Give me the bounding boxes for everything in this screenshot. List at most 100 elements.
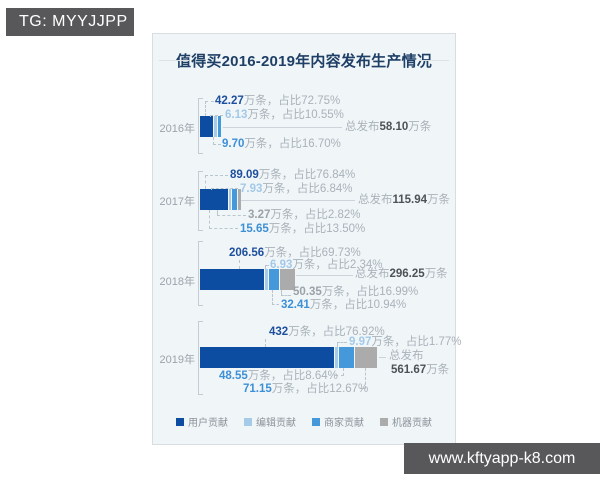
value-label-editor-2017: 7.93万条，占比6.84% <box>240 183 353 196</box>
bar-2016 <box>200 116 221 137</box>
value-suffix: 万条，占比12.67% <box>271 383 369 395</box>
bar-segment-编辑贡献 <box>214 116 217 137</box>
value: 89.09 <box>230 169 259 181</box>
connector <box>210 115 223 117</box>
legend-label: 用户贡献 <box>188 418 228 429</box>
legend-swatch-user <box>176 417 184 426</box>
value-label-editor-2019: 9.97万条，占比1.77% <box>349 336 462 349</box>
bar-segment-编辑贡献 <box>265 269 268 290</box>
connector <box>265 265 269 269</box>
total-value: 296.25 <box>389 268 425 280</box>
year-label-2016: 2016年 <box>159 123 195 135</box>
bar-segment-用户贡献 <box>200 269 265 290</box>
value-suffix: 万条，占比8.64% <box>247 370 338 382</box>
bar-segment-机器贡献 <box>355 347 378 368</box>
total-label-2018: 总发布296.25万条 <box>355 268 448 281</box>
legend-swatch-merchant <box>312 417 320 426</box>
year-label-2017: 2017年 <box>159 196 195 208</box>
value: 3.27 <box>248 209 271 221</box>
total-unit: 万条 <box>408 121 432 133</box>
connector <box>337 342 347 347</box>
value: 32.41 <box>281 299 310 311</box>
legend-item-machine: 机器贡献 <box>380 414 432 429</box>
title-divider-left <box>159 60 189 61</box>
legend-item-editor: 编辑贡献 <box>244 414 296 429</box>
value: 15.65 <box>240 223 269 235</box>
chart-title-row: 值得买2016-2019年内容发布生产情况 <box>153 50 455 71</box>
bar-segment-用户贡献 <box>200 347 334 368</box>
total-label-2017: 总发布115.94万条 <box>358 194 450 207</box>
total-unit: 万条 <box>424 268 448 280</box>
total-line-2017 <box>241 200 355 201</box>
total-label-2019-prefix: 总发布 <box>389 350 424 363</box>
value-suffix: 万条，占比10.94% <box>309 299 407 311</box>
value-suffix: 万条，占比10.55% <box>247 109 344 121</box>
legend-item-merchant: 商家贡献 <box>312 414 364 429</box>
connector <box>205 175 228 189</box>
bracket-2018 <box>198 241 203 306</box>
value: 9.97 <box>349 336 372 348</box>
connector <box>209 210 238 229</box>
value: 48.55 <box>219 370 248 382</box>
watermark-bottom: www.kftyapp-k8.com <box>404 443 600 474</box>
value: 71.15 <box>243 383 272 395</box>
value-suffix: 万条，占比2.82% <box>270 209 361 221</box>
total-value: 561.67 <box>391 364 427 376</box>
bar-segment-商家贡献 <box>268 269 279 290</box>
bar-segment-用户贡献 <box>200 189 228 210</box>
bar-segment-编辑贡献 <box>228 189 232 210</box>
title-divider-right <box>419 60 449 61</box>
value-label-merchant-2017: 15.65万条，占比13.50% <box>240 223 365 236</box>
connector <box>335 368 344 376</box>
total-prefix: 总发布 <box>355 268 390 280</box>
watermark-bottom-text: www.kftyapp-k8.com <box>428 449 576 467</box>
legend-label: 编辑贡献 <box>256 418 296 429</box>
connector <box>265 339 266 347</box>
watermark-top: TG: MYYJJPP <box>6 8 134 36</box>
value: 7.93 <box>240 183 263 195</box>
value-suffix: 万条，占比16.70% <box>244 138 341 150</box>
value-label-machine-2018: 50.35万条，占比16.99% <box>293 286 418 299</box>
legend-swatch-machine <box>380 417 388 426</box>
value-suffix: 万条，占比1.77% <box>371 336 462 348</box>
legend-item-user: 用户贡献 <box>176 414 228 429</box>
connector <box>211 188 238 190</box>
bracket-2019 <box>198 321 203 395</box>
total-prefix: 总发布 <box>345 121 380 133</box>
watermark-top-text: TG: MYYJJPP <box>19 13 128 30</box>
bracket-2017 <box>198 171 203 231</box>
connector <box>360 368 366 389</box>
connector <box>272 290 279 305</box>
value: 432 <box>269 326 289 338</box>
value-suffix: 万条，占比16.99% <box>321 286 419 298</box>
bar-segment-机器贡献 <box>279 269 296 290</box>
value: 9.70 <box>222 138 245 150</box>
total-line-2016 <box>223 127 342 128</box>
value-suffix: 万条，占比13.50% <box>268 223 366 235</box>
legend: 用户贡献 编辑贡献 商家贡献 机器贡献 <box>153 414 455 429</box>
value: 50.35 <box>293 286 322 298</box>
total-label-2016: 总发布58.10万条 <box>345 121 431 134</box>
bar-2019 <box>200 347 378 368</box>
connector <box>205 101 214 116</box>
bar-2017 <box>200 189 242 210</box>
value-label-user-2017: 89.09万条，占比76.84% <box>230 169 355 182</box>
connector <box>217 210 246 216</box>
bar-segment-机器贡献 <box>238 189 242 210</box>
bracket-2016 <box>198 98 203 154</box>
legend-swatch-editor <box>244 417 252 426</box>
value: 6.93 <box>270 259 293 271</box>
value-label-machine-2017: 3.27万条，占比2.82% <box>248 209 361 222</box>
value-suffix: 万条，占比2.34% <box>292 259 383 271</box>
bar-segment-编辑贡献 <box>334 347 338 368</box>
total-prefix: 总发布 <box>389 350 424 362</box>
value-label-merchant-2016: 9.70万条，占比16.70% <box>222 138 341 151</box>
legend-label: 机器贡献 <box>392 418 432 429</box>
year-label-2018: 2018年 <box>159 276 195 288</box>
value-label-merchant-2018: 32.41万条，占比10.94% <box>281 299 406 312</box>
value-label-merchant-2019: 48.55万条，占比8.64% <box>219 370 338 383</box>
value: 206.56 <box>229 247 265 259</box>
total-line-2018 <box>296 275 353 276</box>
total-prefix: 总发布 <box>358 194 393 206</box>
connector <box>281 290 291 296</box>
